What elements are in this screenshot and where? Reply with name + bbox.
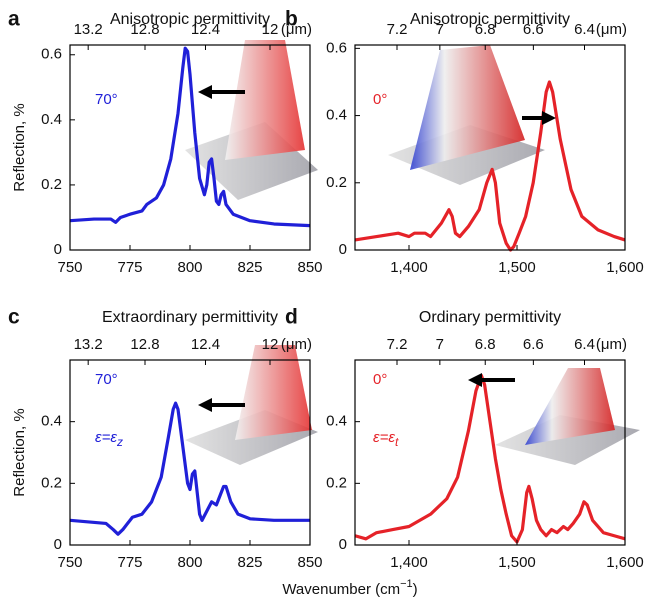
x2-tick-label: 6.4 (574, 21, 595, 38)
epsilon-text: ε=ε (95, 429, 117, 446)
x-label-end: ) (413, 581, 418, 598)
x2-unit: (μm) (281, 336, 312, 353)
data-line (354, 373, 626, 544)
angle-label: 70° (95, 371, 118, 388)
arrow-head (198, 398, 212, 412)
y-tick-label: 0 (54, 536, 62, 553)
epsilon-label: ε=εt (373, 429, 399, 449)
x-tick-label: 800 (177, 259, 202, 276)
y-tick-label: 0 (54, 241, 62, 258)
inset-cone (525, 368, 615, 445)
x-axis-label: Wavenumber (cm−1) (282, 578, 417, 598)
panel-title: Ordinary permittivity (419, 309, 561, 326)
x2-tick-label: 12.4 (191, 21, 220, 38)
x-tick-label: 850 (297, 259, 322, 276)
x2-tick-label: 12 (262, 336, 279, 353)
panel-letter: c (8, 306, 20, 329)
y-tick-label: 0.4 (326, 107, 347, 124)
panel-letter: b (285, 8, 298, 31)
axes-frame (354, 44, 626, 251)
y-tick-label: 0.6 (41, 46, 62, 63)
x-tick-label: 775 (117, 259, 142, 276)
epsilon-label: ε=εz (95, 429, 123, 449)
y-tick-label: 0.2 (326, 174, 347, 191)
y-axis-label: Reflection, % (11, 103, 28, 191)
x2-tick-label: 6.8 (475, 21, 496, 38)
inset-cone (225, 40, 305, 160)
axes-frame (354, 359, 626, 546)
x2-tick-label: 13.2 (74, 336, 103, 353)
y-tick-label: 0.4 (41, 111, 62, 128)
data-line (69, 401, 310, 536)
y-tick-label: 0 (339, 536, 347, 553)
epsilon-sub: t (395, 435, 399, 449)
inset-cone (235, 345, 312, 440)
x2-tick-label: 6.6 (523, 21, 544, 38)
x2-tick-label: 6.8 (475, 336, 496, 353)
y-tick-label: 0.2 (326, 474, 347, 491)
x-tick-label: 750 (57, 554, 82, 571)
x2-tick-label: 12.4 (191, 336, 220, 353)
x2-tick-label: 6.4 (574, 336, 595, 353)
panel-title: Anisotropic permittivity (410, 11, 570, 28)
x-tick-label: 775 (117, 554, 142, 571)
arrow-head (468, 373, 482, 387)
x-tick-label: 1,400 (390, 554, 428, 571)
y-tick-label: 0.6 (326, 39, 347, 56)
inset-cone (410, 45, 525, 170)
y-tick-label: 0.4 (326, 413, 347, 430)
x-label-sup: −1 (400, 578, 413, 590)
angle-label: 70° (95, 91, 118, 108)
x2-tick-label: 7.2 (387, 336, 408, 353)
y-tick-label: 0.4 (41, 413, 62, 430)
x-tick-label: 1,600 (606, 554, 644, 571)
data-line (69, 46, 311, 228)
x2-tick-label: 13.2 (74, 21, 103, 38)
x2-unit: (μm) (596, 336, 627, 353)
epsilon-sub: z (116, 435, 123, 449)
x2-tick-label: 7 (436, 336, 444, 353)
x-tick-label: 1,600 (606, 259, 644, 276)
x-tick-label: 1,400 (390, 259, 428, 276)
panel-title: Extraordinary permittivity (102, 309, 278, 326)
x2-tick-label: 12.8 (130, 21, 159, 38)
x2-tick-label: 12 (262, 21, 279, 38)
x-tick-label: 825 (237, 259, 262, 276)
x-tick-label: 825 (237, 554, 262, 571)
arrow-head (542, 111, 556, 125)
x2-unit: (μm) (281, 21, 312, 38)
x-tick-label: 1,500 (498, 554, 536, 571)
epsilon-text: ε=ε (373, 429, 395, 446)
x2-unit: (μm) (596, 21, 627, 38)
panel-letter: a (8, 8, 20, 31)
x-tick-label: 850 (297, 554, 322, 571)
x-tick-label: 1,500 (498, 259, 536, 276)
panel-title: Anisotropic permittivity (110, 11, 270, 28)
angle-label: 0° (373, 91, 387, 108)
x-tick-label: 800 (177, 554, 202, 571)
angle-label: 0° (373, 371, 387, 388)
x-tick-label: 750 (57, 259, 82, 276)
x-label: Wavenumber (cm (282, 581, 400, 598)
y-tick-label: 0.2 (41, 176, 62, 193)
y-axis-label: Reflection, % (11, 408, 28, 496)
x2-tick-label: 7 (436, 21, 444, 38)
y-tick-label: 0 (339, 241, 347, 258)
x2-tick-label: 6.6 (523, 336, 544, 353)
arrow-head (198, 85, 212, 99)
data-line (354, 80, 626, 252)
y-tick-label: 0.2 (41, 474, 62, 491)
x2-tick-label: 7.2 (387, 21, 408, 38)
x2-tick-label: 12.8 (130, 336, 159, 353)
panel-letter: d (285, 306, 298, 329)
